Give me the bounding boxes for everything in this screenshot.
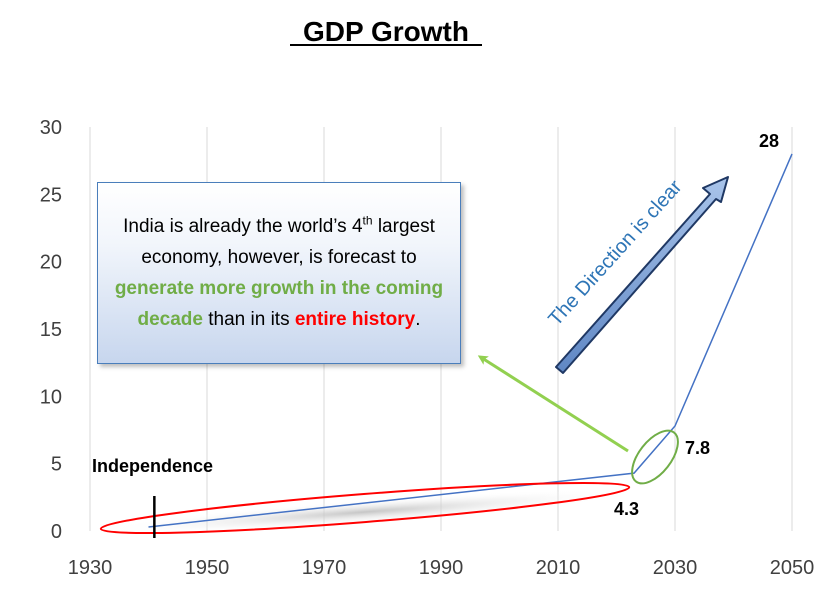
gdp-series-line	[148, 153, 793, 528]
insight-callout-box: India is already the world’s 4th largest…	[97, 182, 461, 364]
y-tick-15: 15	[40, 319, 62, 341]
callout-text: India is already the world’s 4th largest…	[114, 211, 444, 335]
data-label-7-8: 7.8	[685, 438, 710, 458]
y-tick-25: 25	[40, 184, 62, 206]
callout-green-highlight: generate more growth in the coming decad…	[114, 278, 444, 330]
x-tick-1950: 1950	[185, 557, 230, 579]
independence-label: Independence	[92, 456, 213, 476]
x-tick-2030: 2030	[653, 557, 698, 579]
data-label-28: 28	[759, 131, 779, 151]
history-red-ellipse	[99, 481, 631, 535]
y-tick-30: 30	[40, 117, 62, 139]
decade-green-ellipse	[631, 429, 679, 485]
callout-text-part: India is already the world’s 4	[123, 216, 363, 237]
y-tick-0: 0	[51, 521, 62, 543]
x-tick-1930: 1930	[68, 557, 113, 579]
callout-red-highlight: entire history	[294, 309, 416, 330]
x-tick-1990: 1990	[419, 557, 464, 579]
y-axis-ticks: 0 5 10 15 20 25 30	[40, 117, 62, 543]
x-tick-1970: 1970	[302, 557, 347, 579]
history-shadow	[100, 489, 630, 535]
callout-text-part: .	[415, 309, 421, 330]
direction-arrow-icon	[555, 176, 729, 374]
x-tick-2050: 2050	[770, 557, 815, 579]
y-tick-5: 5	[51, 454, 62, 476]
callout-superscript: th	[362, 213, 373, 228]
y-tick-20: 20	[40, 252, 62, 274]
x-tick-2010: 2010	[536, 557, 581, 579]
x-axis-ticks: 1930 1950 1970 1990 2010 2030 2050	[68, 557, 815, 579]
chart-title: GDP Growth	[303, 16, 469, 47]
callout-text-part: largest economy, however, is forecast to	[141, 216, 435, 268]
green-pointer-arrow	[477, 355, 629, 453]
y-tick-10: 10	[40, 386, 62, 408]
callout-text-part: than in its	[202, 309, 295, 330]
data-label-4-3: 4.3	[614, 499, 639, 519]
